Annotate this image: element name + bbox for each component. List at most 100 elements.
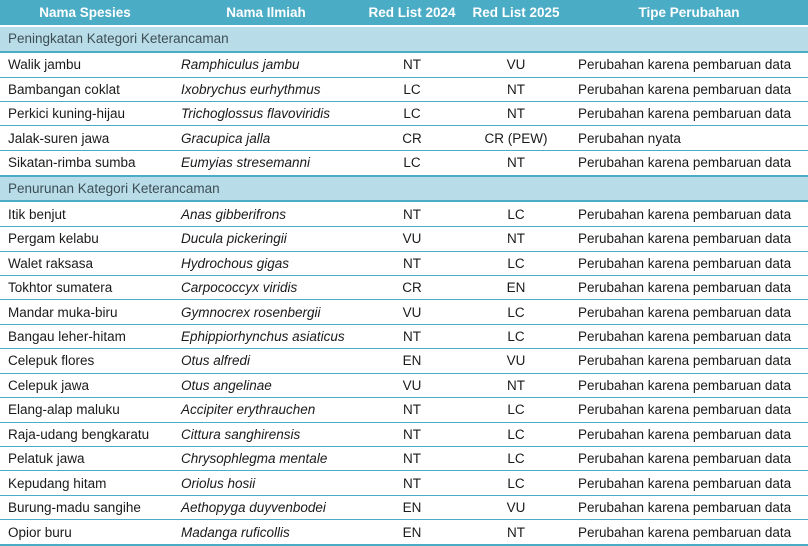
redlist-2024-cell: LC [362, 101, 462, 127]
table-row: Celepuk jawa Otus angelinae VU NT Peruba… [0, 373, 808, 399]
column-header-tipe-perubahan: Tipe Perubahan [570, 0, 808, 27]
change-type-cell: Perubahan karena pembaruan data [570, 348, 808, 374]
scientific-name-cell: Ramphiculus jambu [170, 51, 362, 78]
redlist-2024-cell: CR [362, 125, 462, 151]
change-type-cell: Perubahan karena pembaruan data [570, 470, 808, 496]
species-cell: Walet raksasa [0, 251, 170, 277]
scientific-name-cell: Cittura sanghirensis [170, 422, 362, 447]
redlist-2025-cell: VU [462, 348, 570, 374]
species-cell: Elang-alap maluku [0, 397, 170, 423]
table-row: Opior buru Madanga ruficollis EN NT Peru… [0, 519, 808, 546]
redlist-2025-cell: LC [462, 201, 570, 228]
section-title: Penurunan Kategori Keterancaman [0, 174, 808, 203]
column-header-nama-ilmiah: Nama Ilmiah [170, 0, 362, 27]
table-row: Celepuk flores Otus alfredi EN VU Peruba… [0, 348, 808, 374]
redlist-2025-cell: NT [462, 101, 570, 127]
species-cell: Celepuk jawa [0, 373, 170, 399]
scientific-name-cell: Accipiter erythrauchen [170, 397, 362, 423]
scientific-name-cell: Otus angelinae [170, 373, 362, 399]
scientific-name-cell: Chrysophlegma mentale [170, 446, 362, 472]
table-row: Perkici kuning-hijau Trichoglossus flavo… [0, 101, 808, 127]
redlist-2025-cell: NT [462, 150, 570, 177]
change-type-cell: Perubahan karena pembaruan data [570, 77, 808, 103]
change-type-cell: Perubahan karena pembaruan data [570, 150, 808, 177]
redlist-2025-cell: VU [462, 495, 570, 521]
change-type-cell: Perubahan karena pembaruan data [570, 251, 808, 277]
redlist-2024-cell: VU [362, 226, 462, 252]
redlist-2024-cell: NT [362, 422, 462, 447]
scientific-name-cell: Anas gibberifrons [170, 201, 362, 228]
redlist-2024-cell: EN [362, 495, 462, 521]
redlist-2025-cell: EN [462, 275, 570, 301]
change-type-cell: Perubahan karena pembaruan data [570, 299, 808, 325]
redlist-2024-cell: NT [362, 201, 462, 228]
change-type-cell: Perubahan karena pembaruan data [570, 446, 808, 472]
redlist-2025-cell: LC [462, 470, 570, 496]
section-title: Peningkatan Kategori Keterancaman [0, 25, 808, 53]
redlist-2025-cell: VU [462, 51, 570, 78]
redlist-2025-cell: NT [462, 226, 570, 252]
redlist-2025-cell: LC [462, 397, 570, 423]
redlist-2025-cell: CR (PEW) [462, 125, 570, 151]
scientific-name-cell: Ixobrychus eurhythmus [170, 77, 362, 103]
table-row: Tokhtor sumatera Carpococcyx viridis CR … [0, 275, 808, 301]
change-type-cell: Perubahan karena pembaruan data [570, 101, 808, 127]
column-header-redlist-2024: Red List 2024 [362, 0, 462, 27]
species-cell: Raja-udang bengkaratu [0, 422, 170, 447]
change-type-cell: Perubahan karena pembaruan data [570, 51, 808, 78]
redlist-2024-cell: LC [362, 77, 462, 103]
table-row: Itik benjut Anas gibberifrons NT LC Peru… [0, 201, 808, 228]
table-row: Mandar muka-biru Gymnocrex rosenbergii V… [0, 299, 808, 325]
species-cell: Jalak-suren jawa [0, 125, 170, 151]
table-row: Pergam kelabu Ducula pickeringii VU NT P… [0, 226, 808, 252]
species-cell: Perkici kuning-hijau [0, 101, 170, 127]
redlist-2025-cell: LC [462, 299, 570, 325]
table-row: Burung-madu sangihe Aethopyga duyvenbode… [0, 495, 808, 521]
scientific-name-cell: Aethopyga duyvenbodei [170, 495, 362, 521]
species-cell: Mandar muka-biru [0, 299, 170, 325]
change-type-cell: Perubahan karena pembaruan data [570, 324, 808, 350]
change-type-cell: Perubahan karena pembaruan data [570, 495, 808, 521]
table-row: Jalak-suren jawa Gracupica jalla CR CR (… [0, 125, 808, 151]
redlist-2025-cell: NT [462, 519, 570, 546]
change-type-cell: Perubahan karena pembaruan data [570, 275, 808, 301]
scientific-name-cell: Otus alfredi [170, 348, 362, 374]
scientific-name-cell: Hydrochous gigas [170, 251, 362, 277]
change-type-cell: Perubahan nyata [570, 125, 808, 151]
species-cell: Pergam kelabu [0, 226, 170, 252]
redlist-2024-cell: NT [362, 251, 462, 277]
species-cell: Kepudang hitam [0, 470, 170, 496]
redlist-2024-cell: CR [362, 275, 462, 301]
species-cell: Sikatan-rimba sumba [0, 150, 170, 177]
scientific-name-cell: Ephippiorhynchus asiaticus [170, 324, 362, 350]
scientific-name-cell: Oriolus hosii [170, 470, 362, 496]
table-row: Bangau leher-hitam Ephippiorhynchus asia… [0, 324, 808, 350]
table-row: Bambangan coklat Ixobrychus eurhythmus L… [0, 77, 808, 103]
redlist-2024-cell: NT [362, 446, 462, 472]
table-row: Kepudang hitam Oriolus hosii NT LC Perub… [0, 470, 808, 496]
column-header-nama-spesies: Nama Spesies [0, 0, 170, 27]
redlist-2025-cell: LC [462, 446, 570, 472]
change-type-cell: Perubahan karena pembaruan data [570, 519, 808, 546]
redlist-2024-cell: NT [362, 324, 462, 350]
scientific-name-cell: Ducula pickeringii [170, 226, 362, 252]
scientific-name-cell: Carpococcyx viridis [170, 275, 362, 301]
scientific-name-cell: Trichoglossus flavoviridis [170, 101, 362, 127]
section-header-row: Penurunan Kategori Keterancaman [0, 174, 808, 203]
redlist-2024-cell: EN [362, 519, 462, 546]
redlist-2024-cell: NT [362, 397, 462, 423]
change-type-cell: Perubahan karena pembaruan data [570, 373, 808, 399]
table-row: Raja-udang bengkaratu Cittura sanghirens… [0, 422, 808, 447]
species-cell: Pelatuk jawa [0, 446, 170, 472]
table-row: Pelatuk jawa Chrysophlegma mentale NT LC… [0, 446, 808, 472]
redlist-2024-cell: LC [362, 150, 462, 177]
redlist-2024-cell: EN [362, 348, 462, 374]
column-header-redlist-2025: Red List 2025 [462, 0, 570, 27]
table-row: Walet raksasa Hydrochous gigas NT LC Per… [0, 251, 808, 277]
species-cell: Bangau leher-hitam [0, 324, 170, 350]
scientific-name-cell: Madanga ruficollis [170, 519, 362, 546]
species-cell: Tokhtor sumatera [0, 275, 170, 301]
redlist-2025-cell: LC [462, 324, 570, 350]
species-cell: Bambangan coklat [0, 77, 170, 103]
species-cell: Celepuk flores [0, 348, 170, 374]
